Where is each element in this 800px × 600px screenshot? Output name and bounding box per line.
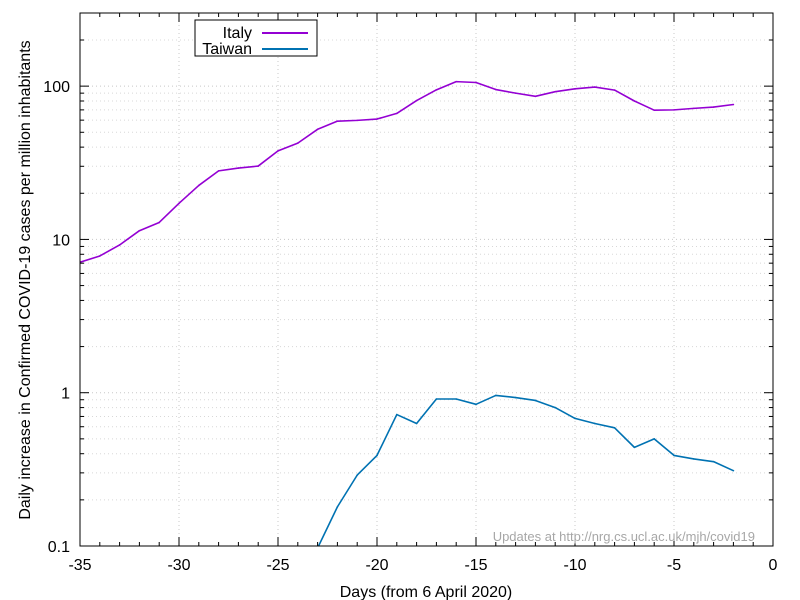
data-point-italy (594, 86, 596, 88)
data-point-italy (653, 109, 655, 111)
data-point-italy (554, 90, 556, 93)
data-point-italy (712, 106, 715, 108)
data-point-italy (138, 229, 141, 232)
data-point-taiwan (732, 469, 735, 472)
data-point-taiwan (574, 417, 576, 420)
data-point-taiwan (495, 394, 497, 397)
series-line-italy (80, 80, 734, 263)
data-point-italy (574, 88, 576, 90)
data-point-taiwan (534, 399, 537, 402)
data-point-taiwan (673, 454, 675, 457)
data-point-italy (118, 244, 121, 246)
ticks: -35 -30 -25 -20 -15 -10 -5 0 0.1 1 10 100 (43, 13, 778, 574)
data-point-taiwan (336, 506, 339, 508)
data-point-italy (495, 88, 497, 91)
data-point-italy (99, 255, 101, 257)
data-point-italy (158, 221, 160, 224)
x-tick-label: -30 (167, 557, 190, 574)
x-tick-label: -20 (365, 557, 388, 574)
data-point-taiwan (475, 403, 477, 406)
data-point-italy (297, 142, 299, 144)
data-point-taiwan (356, 474, 359, 476)
data-point-taiwan (455, 398, 458, 400)
legend-label-taiwan: Taiwan (202, 41, 252, 58)
x-axis-title: Days (from 6 April 2020) (340, 584, 513, 600)
data-point-taiwan (514, 396, 517, 399)
x-tick-label: -25 (266, 557, 289, 574)
y-axis-title: Daily increase in Confirmed COVID-19 cas… (17, 40, 34, 519)
data-point-italy (415, 99, 418, 102)
data-point-italy (475, 81, 477, 84)
data-point-taiwan (435, 398, 438, 400)
y-tick-label: 10 (52, 232, 70, 249)
data-point-italy (534, 95, 537, 98)
data-point-italy (633, 100, 636, 102)
data-point-taiwan (376, 454, 378, 457)
data-point-italy (455, 80, 458, 83)
data-point-italy (376, 118, 378, 120)
grid (80, 13, 773, 546)
data-point-italy (356, 119, 359, 122)
legend: Italy Taiwan (194, 19, 318, 58)
data-point-taiwan (594, 422, 596, 425)
legend-label-italy: Italy (223, 25, 252, 42)
x-tick-label: -10 (563, 557, 586, 574)
data-point-italy (336, 120, 339, 122)
data-point-italy (257, 165, 260, 167)
data-point-taiwan (613, 427, 616, 429)
x-tick-label: -5 (667, 557, 681, 574)
y-tick-label: 0.1 (48, 539, 70, 556)
data-point-italy (514, 92, 517, 94)
data-point-taiwan (653, 438, 655, 440)
data-point-taiwan (633, 446, 636, 449)
data-point-italy (277, 150, 279, 152)
data-point-italy (316, 128, 319, 131)
data-point-italy (178, 202, 180, 205)
data-point-taiwan (712, 460, 715, 463)
data-point-italy (435, 89, 438, 91)
data-point-italy (693, 107, 695, 110)
data-point-taiwan (693, 458, 695, 460)
data-point-italy (732, 103, 735, 106)
series-line-taiwan (317, 394, 734, 546)
data-point-italy (237, 167, 240, 169)
y-tick-label: 1 (61, 386, 70, 403)
series-layer (80, 80, 735, 546)
data-point-italy (673, 109, 675, 111)
data-point-italy (198, 184, 200, 187)
data-point-italy (613, 89, 616, 91)
data-point-taiwan (396, 413, 398, 416)
x-tick-label: -35 (68, 557, 91, 574)
plot-frame (79, 12, 774, 547)
x-tick-label: -15 (464, 557, 487, 574)
data-point-italy (217, 170, 220, 172)
data-point-taiwan (415, 422, 418, 425)
data-point-taiwan (554, 406, 556, 409)
x-tick-label: 0 (769, 557, 778, 574)
y-tick-label: 100 (43, 79, 70, 96)
data-point-italy (396, 112, 398, 115)
footer-note: Updates at http://nrg.cs.ucl.ac.uk/mjh/c… (493, 529, 755, 544)
